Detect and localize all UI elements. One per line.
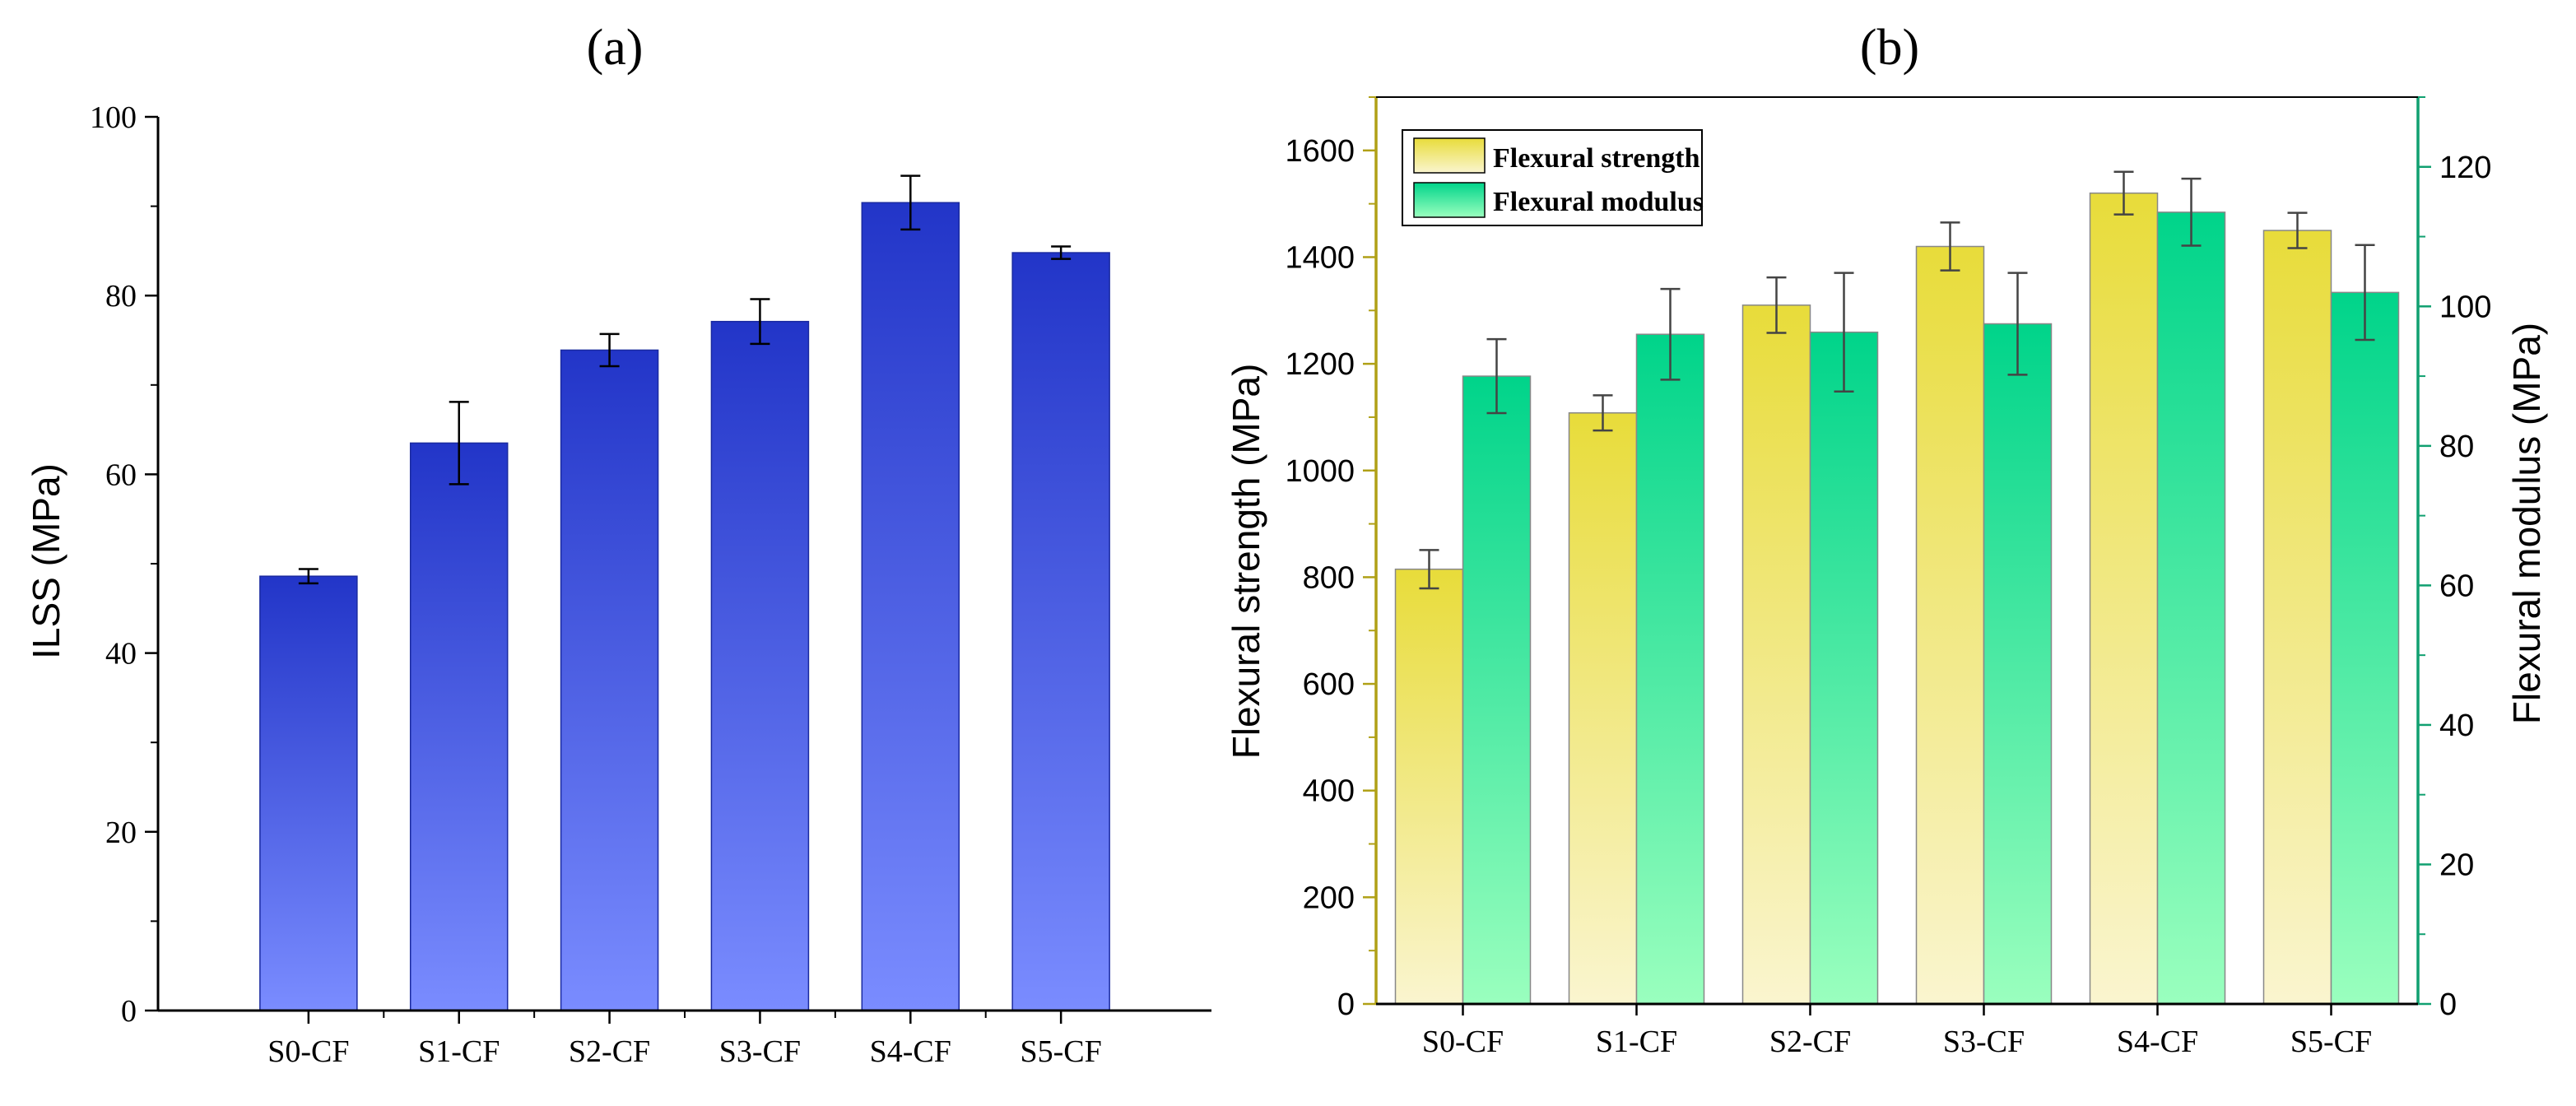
y-tick-label: 20	[105, 816, 137, 850]
bar-flexural-strength-s5-cf	[2262, 230, 2332, 1005]
panel-label-a: (a)	[587, 20, 644, 76]
y-tick-label-left: 600	[1303, 667, 1355, 702]
x-tick-label-s5-cf: S5-CF	[1021, 1034, 1102, 1069]
bar-flexural-modulus-s5-cf	[2330, 291, 2400, 1005]
y-tick-label-left: 200	[1303, 881, 1355, 915]
x-tick-label-s3-cf: S3-CF	[719, 1034, 801, 1069]
bar-ilss-s5-cf	[1011, 252, 1110, 1011]
y-tick-label-left: 0	[1337, 988, 1355, 1022]
y-axis-label-ilss: ILSS (MPa)	[25, 463, 67, 659]
y-tick-label-left: 1000	[1285, 454, 1355, 489]
bar-ilss-s1-cf	[409, 442, 509, 1011]
y-tick-label-left: 1200	[1285, 347, 1355, 382]
bar-flexural-modulus-s1-cf	[1635, 333, 1705, 1005]
x-tick-label-s3-cf: S3-CF	[1943, 1025, 2025, 1059]
ilss-chart: (a) S0-CF S1-CF S2-CF S3-CF S4-CF S5-CF 0 20 40 6…	[25, 20, 1211, 1069]
x-tick-label-s4-cf: S4-CF	[870, 1034, 951, 1069]
x-tick-label-s0-cf: S0-CF	[267, 1034, 349, 1069]
bar-flexural-strength-s2-cf	[1741, 304, 1811, 1005]
x-tick-label-s0-cf: S0-CF	[1422, 1025, 1504, 1059]
y-tick-label-right: 80	[2439, 430, 2474, 464]
bar-flexural-modulus-s2-cf	[1809, 331, 1879, 1005]
y-tick-label-left: 1400	[1285, 240, 1355, 275]
panel-label-b: (b)	[1860, 20, 1919, 76]
bar-flexural-modulus-s4-cf	[2156, 211, 2226, 1005]
bar-flexural-strength-s3-cf	[1915, 245, 1985, 1005]
y-tick-label: 40	[105, 637, 137, 672]
legend: Flexural strength Flexural modulus	[1402, 129, 1704, 226]
bar-flexural-strength-s0-cf	[1394, 568, 1464, 1005]
bar-ilss-s2-cf	[560, 349, 659, 1011]
x-tick-label-s5-cf: S5-CF	[2290, 1025, 2372, 1059]
bar-flexural-modulus-s3-cf	[1983, 323, 2053, 1005]
y2-axis-label-flexural-modulus: Flexural modulus (MPa)	[2505, 323, 2548, 724]
x-tick-label-s1-cf: S1-CF	[1596, 1025, 1677, 1059]
y-tick-label-right: 20	[2439, 848, 2474, 882]
y-tick-label-right: 60	[2439, 569, 2474, 603]
bar-ilss-s3-cf	[710, 320, 810, 1011]
y-tick-label: 100	[90, 100, 137, 135]
y-tick-label-left: 400	[1303, 774, 1355, 809]
flexural-chart: (b) S0-CF S1-CF S2-CF S3-CF S4-CF S5-CF020040…	[1225, 20, 2548, 1059]
y-tick-label-right: 120	[2439, 151, 2491, 185]
x-tick-label-s1-cf: S1-CF	[418, 1034, 500, 1069]
x-tick-label-s4-cf: S4-CF	[2117, 1025, 2198, 1059]
legend-label-modulus: Flexural modulus	[1493, 187, 1704, 217]
y-tick-label: 80	[105, 279, 137, 314]
y-tick-label-left: 800	[1303, 560, 1355, 595]
x-tick-label-s2-cf: S2-CF	[1769, 1025, 1851, 1059]
y-tick-label: 0	[121, 994, 137, 1029]
legend-swatch-modulus	[1413, 182, 1486, 218]
legend-swatch-strength	[1413, 137, 1486, 174]
y-tick-label-right: 100	[2439, 290, 2491, 324]
x-tick-label-s2-cf: S2-CF	[569, 1034, 650, 1069]
bar-flexural-strength-s4-cf	[2089, 192, 2159, 1005]
bar-flexural-modulus-s0-cf	[1462, 375, 1532, 1005]
legend-label-strength: Flexural strength	[1493, 143, 1700, 174]
bar-ilss-s4-cf	[861, 202, 960, 1011]
y-tick-label-left: 1600	[1285, 134, 1355, 169]
y-tick-label-right: 40	[2439, 709, 2474, 743]
y-axis-label-flexural-strength: Flexural strength (MPa)	[1225, 364, 1267, 760]
bar-flexural-strength-s1-cf	[1568, 412, 1638, 1005]
y-tick-label: 60	[105, 458, 137, 492]
bar-ilss-s0-cf	[259, 575, 358, 1011]
y-tick-label-right: 0	[2439, 988, 2457, 1022]
